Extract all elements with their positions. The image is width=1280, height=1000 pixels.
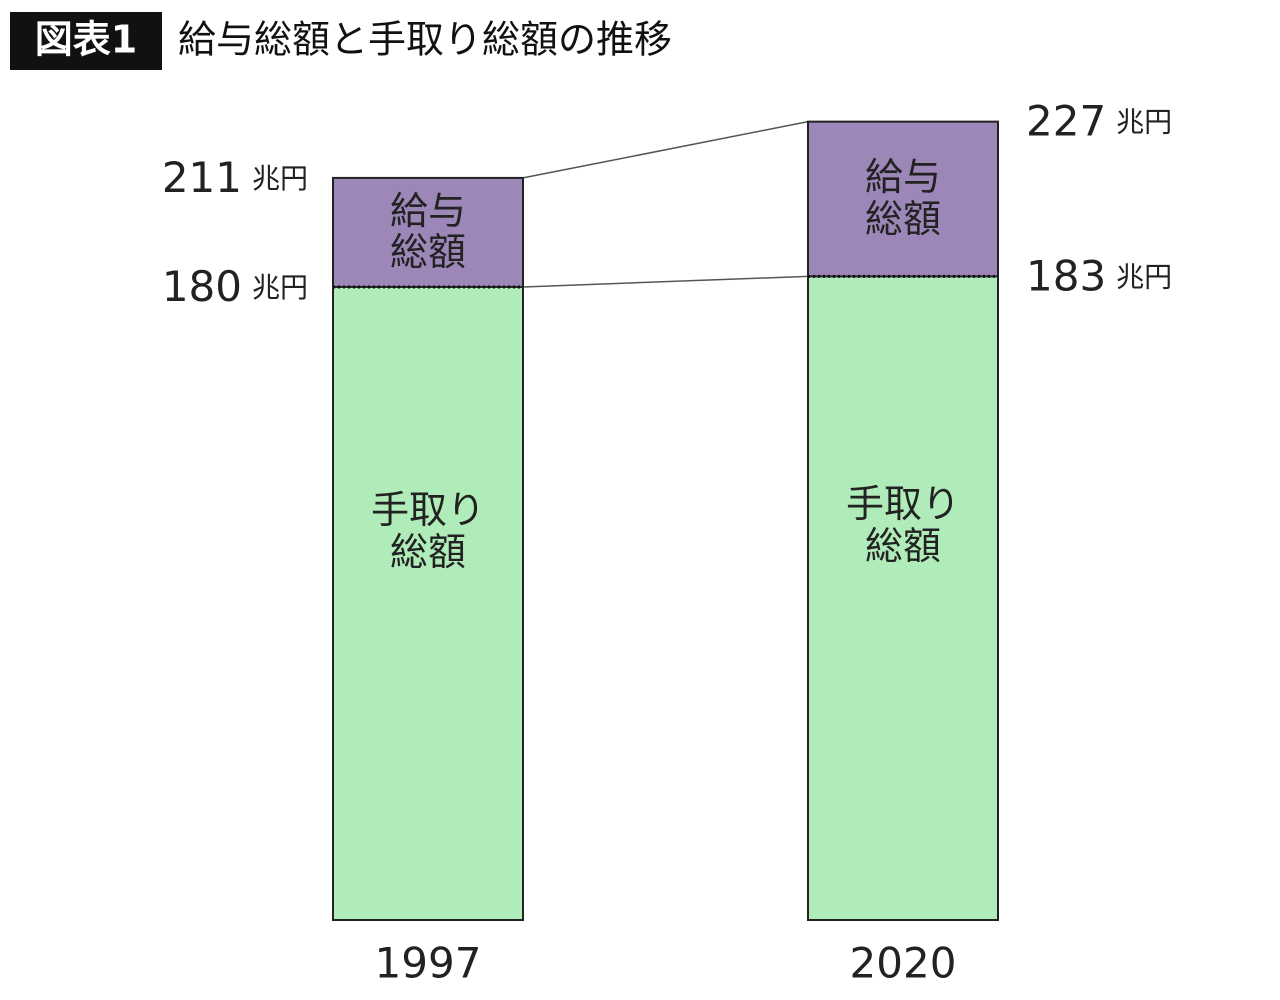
- x-tick-label: 2020: [850, 939, 957, 988]
- value-label: 227 兆円: [1026, 96, 1172, 145]
- value-number: 211: [162, 152, 242, 201]
- value-label: 183 兆円: [1026, 251, 1172, 300]
- figure-label: 図表1: [35, 18, 137, 62]
- bar: [332, 285, 524, 921]
- series-label: 手取り 総額: [845, 483, 960, 568]
- value-unit: 兆円: [1116, 106, 1172, 139]
- value-number: 180: [162, 261, 242, 310]
- value-number: 183: [1026, 251, 1106, 300]
- value-number: 227: [1026, 96, 1106, 145]
- value-label: 180 兆円: [162, 261, 308, 310]
- series-label: 給与 総額: [864, 155, 941, 241]
- bar: [807, 275, 999, 922]
- value-unit: 兆円: [1116, 260, 1172, 293]
- series-label-box: 手取り 総額: [845, 483, 960, 568]
- value-unit: 兆円: [252, 162, 308, 195]
- chart-title: 給与総額と手取り総額の推移: [178, 18, 672, 62]
- connector-line: [522, 275, 809, 288]
- connector-line: [522, 120, 809, 179]
- series-label: 手取り 総額: [370, 490, 485, 574]
- series-label-box: 手取り 総額: [370, 490, 485, 574]
- series-label-box: 給与 総額: [389, 188, 466, 275]
- x-tick-label: 1997: [375, 939, 482, 988]
- value-unit: 兆円: [252, 271, 308, 304]
- value-label: 211 兆円: [162, 152, 308, 201]
- series-label-box: 給与 総額: [864, 155, 941, 241]
- series-label: 給与 総額: [389, 188, 466, 275]
- title-badge: [10, 12, 162, 70]
